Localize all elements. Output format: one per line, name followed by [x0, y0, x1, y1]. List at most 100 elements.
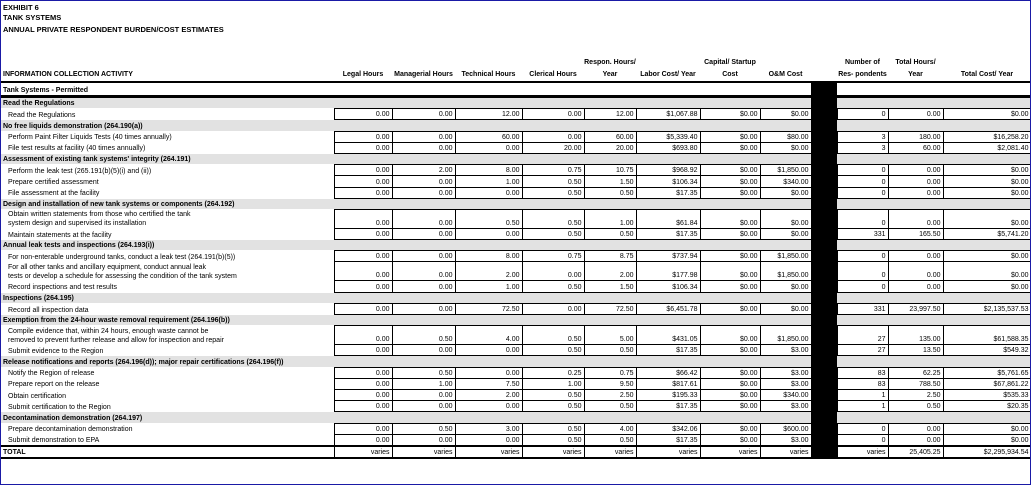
- gap-cell: [811, 434, 837, 446]
- value-cell: 0.50: [521, 280, 585, 293]
- value-cell: 788.50: [887, 377, 944, 390]
- value-cell: 0: [836, 186, 889, 199]
- value-cell: 4.00: [454, 325, 523, 346]
- value-cell: $737.94: [635, 250, 701, 263]
- value-cell: 0.00: [391, 208, 456, 229]
- value-cell: $431.05: [635, 325, 701, 346]
- gap-cell: [811, 378, 837, 390]
- gap-cell: [811, 239, 837, 251]
- col-number: Number of Res- pondents: [837, 45, 888, 83]
- gap-cell: [811, 198, 837, 210]
- col-total-hours: Total Hours/ Year: [888, 45, 943, 83]
- value-cell: 10.75: [583, 164, 637, 177]
- section-header-row: Assessment of existing tank systems' int…: [1, 153, 1030, 165]
- value-cell: 2.00: [454, 261, 523, 282]
- table-row: Compile evidence that, within 24 hours, …: [1, 325, 1030, 346]
- value-cell: 0.50: [521, 325, 585, 346]
- value-cell: 0.00: [333, 186, 393, 199]
- gap-cell: [811, 411, 837, 423]
- value-cell: $0.00: [699, 344, 761, 357]
- value-cell: 0.00: [454, 186, 523, 199]
- section-header-row: Inspections (264.195): [1, 292, 1030, 304]
- section-header-row: Annual leak tests and inspections (264.1…: [1, 239, 1030, 251]
- section-filler: [837, 153, 1030, 165]
- value-cell: 13.50: [887, 344, 944, 357]
- table-row: Perform the leak test (265.191(b)(5)(i) …: [1, 164, 1030, 177]
- value-cell: $342.06: [635, 422, 701, 435]
- section-filler: [837, 239, 1030, 251]
- value-cell: $16,258.20: [942, 130, 1030, 143]
- value-cell: $0.00: [942, 422, 1030, 435]
- value-cell: 1.50: [583, 175, 637, 188]
- activity-label: Prepare certified assessment: [8, 179, 99, 186]
- col-technical: Technical Hours: [455, 45, 522, 83]
- section-filler: [837, 198, 1030, 210]
- value-cell: 0.00: [887, 164, 944, 177]
- value-cell: $0.00: [942, 280, 1030, 293]
- value-cell: $1,850.00: [759, 164, 812, 177]
- value-cell: 2.00: [391, 164, 456, 177]
- gap-cell: [811, 325, 837, 345]
- value-cell: $0.00: [699, 208, 761, 229]
- section-filler: [837, 292, 1030, 304]
- value-cell: $5,339.40: [635, 130, 701, 143]
- value-cell: 83: [836, 377, 889, 390]
- value-cell: 0.00: [454, 227, 523, 241]
- value-cell: 1.00: [454, 280, 523, 293]
- value-cell: $0.00: [699, 250, 761, 263]
- value-cell: $6,451.78: [635, 302, 701, 316]
- activity-label-line-2: system design and supervised its install…: [8, 220, 147, 228]
- value-cell: $177.98: [635, 261, 701, 282]
- col-legal: Legal Hours: [334, 45, 392, 83]
- value-cell: 0.00: [333, 344, 393, 357]
- value-cell: 0.00: [887, 108, 944, 121]
- value-cell: 8.00: [454, 164, 523, 177]
- section-label: Design and installation of new tank syst…: [1, 198, 811, 210]
- activity-label: Submit demonstration to EPA: [8, 436, 100, 444]
- table-row: Read the Regulations 0.00 0.00 12.00 0.00 12.…: [1, 108, 1030, 121]
- value-cell: $2,295,934.54: [942, 444, 1030, 460]
- value-cell: 3: [836, 141, 889, 154]
- value-cell: 72.50: [583, 302, 637, 316]
- value-cell: $0.00: [699, 164, 761, 177]
- value-cell: $0.00: [759, 208, 812, 229]
- value-cell: 0.00: [391, 175, 456, 188]
- gap-cell: [811, 108, 837, 120]
- value-cell: 0.00: [521, 261, 585, 282]
- gap-cell: [811, 389, 837, 401]
- value-cell: 0.00: [887, 250, 944, 263]
- value-cell: $3.00: [759, 377, 812, 390]
- value-cell: 0.00: [521, 302, 585, 316]
- value-cell: $0.00: [699, 400, 761, 413]
- value-cell: varies: [759, 444, 812, 460]
- value-cell: 20.00: [521, 141, 585, 154]
- value-cell: 0.00: [333, 250, 393, 263]
- value-cell: 0.00: [333, 227, 393, 241]
- value-cell: $0.00: [759, 227, 812, 241]
- section-header-row: Read the Regulations: [1, 96, 1030, 109]
- title-filler: [837, 82, 1030, 98]
- value-cell: 0.00: [887, 433, 944, 447]
- value-cell: $340.00: [759, 175, 812, 188]
- value-cell: 0: [836, 250, 889, 263]
- col-labor: Labor Cost/ Year: [636, 45, 700, 83]
- value-cell: varies: [454, 444, 523, 460]
- value-cell: 0.50: [521, 344, 585, 357]
- value-cell: 1.00: [521, 377, 585, 390]
- section-label: Annual leak tests and inspections (264.1…: [1, 239, 811, 251]
- value-cell: 0.00: [333, 366, 393, 379]
- activity-label: File assessment at the facility: [8, 190, 100, 198]
- activity-label-line-2: removed to prevent further release and a…: [8, 336, 224, 344]
- value-cell: $66.42: [635, 366, 701, 379]
- value-cell: $600.00: [759, 422, 812, 435]
- value-cell: 0.00: [887, 208, 944, 229]
- value-cell: $5,741.20: [942, 227, 1030, 241]
- section-label: Inspections (264.195): [1, 292, 811, 304]
- value-cell: $0.00: [699, 108, 761, 121]
- value-cell: 0.00: [333, 388, 393, 402]
- value-cell: 0.00: [391, 141, 456, 154]
- value-cell: 0.00: [391, 433, 456, 447]
- value-cell: 0.50: [521, 400, 585, 413]
- value-cell: varies: [583, 444, 637, 460]
